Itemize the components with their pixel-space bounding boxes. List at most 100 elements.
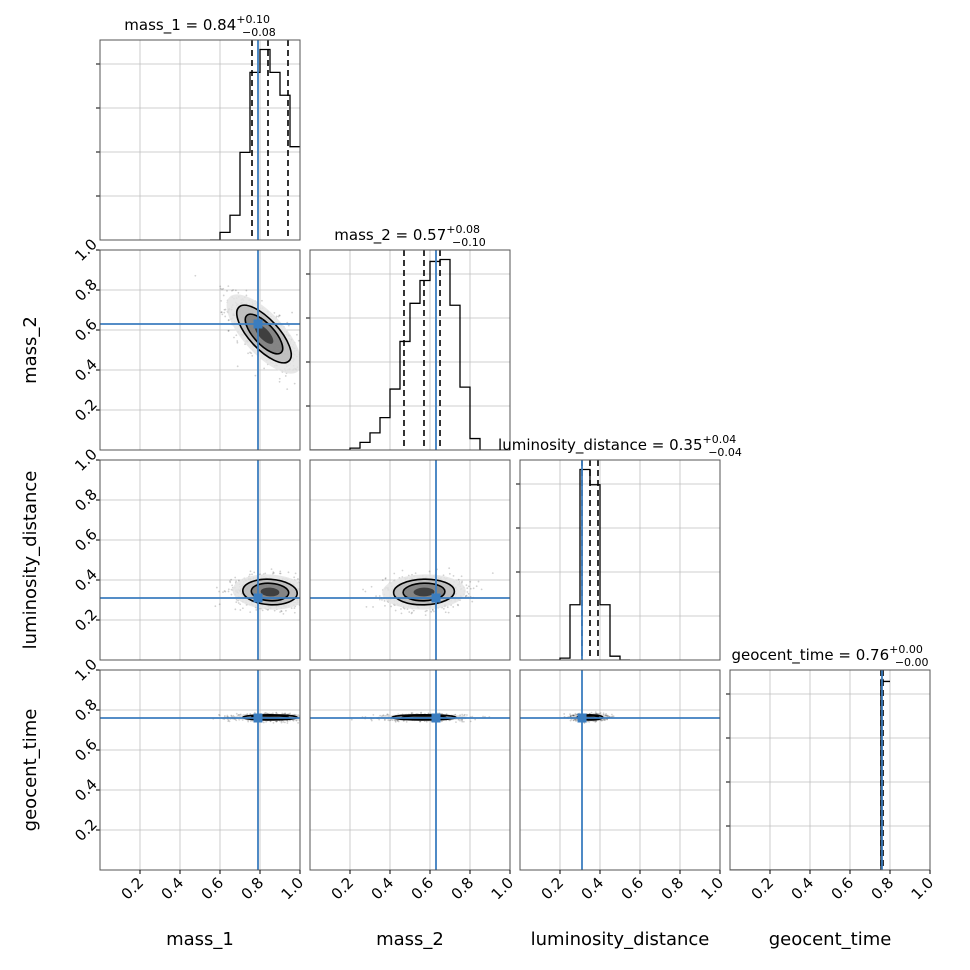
sample-point [282, 720, 285, 723]
sample-point [425, 609, 428, 612]
sample-point [230, 588, 233, 591]
sample-point [386, 713, 389, 715]
sample-point [271, 712, 274, 715]
sample-point [229, 581, 232, 584]
sample-point [467, 585, 470, 588]
sample-point [460, 718, 463, 721]
sample-point [230, 593, 233, 596]
sample-point [234, 608, 237, 611]
sample-point [452, 606, 455, 608]
sample-point [304, 367, 306, 369]
sample-point [594, 711, 597, 714]
sample-point [424, 610, 427, 613]
sample-point [261, 609, 264, 612]
sample-point [219, 285, 222, 288]
sample-point [218, 590, 220, 593]
panel-title: luminosity_distance = 0.35+0.04 −0.04 [498, 433, 742, 459]
sample-point [275, 712, 278, 715]
sample-point [302, 585, 304, 587]
sample-point [218, 714, 221, 717]
sample-point [231, 584, 234, 587]
sample-point [448, 572, 451, 575]
x-tick-label: 0.6 [408, 874, 438, 904]
sample-point [292, 719, 295, 722]
sample-point [286, 720, 289, 723]
y-tick-label: 0.8 [71, 275, 101, 305]
sample-point [411, 611, 413, 614]
sample-point [393, 572, 396, 575]
histogram-step [210, 48, 300, 240]
sample-point [412, 609, 415, 612]
density-contour [260, 587, 280, 597]
sample-point [294, 572, 297, 575]
sample-point [248, 573, 251, 576]
sample-point [231, 289, 233, 292]
sample-point [222, 591, 224, 594]
density-panel-mass_1-vs-luminosity_distance: 0.20.40.60.81.0 [71, 445, 314, 661]
sample-point [364, 590, 367, 593]
truth-marker [431, 593, 441, 603]
sample-point [405, 720, 408, 723]
sample-point [491, 572, 494, 575]
sample-point [247, 720, 250, 723]
sample-point [314, 355, 316, 357]
density-contour [413, 587, 435, 597]
sample-point [304, 597, 306, 599]
sample-point [279, 572, 282, 575]
sample-point [251, 354, 254, 357]
sample-point [293, 382, 296, 385]
sample-point [471, 715, 474, 718]
sample-point [237, 602, 240, 604]
title-minus: −0.04 [708, 446, 742, 459]
sample-point [291, 311, 293, 314]
sample-point [230, 714, 233, 717]
sample-point [312, 600, 314, 602]
x-tick-label: 0.6 [198, 874, 228, 904]
sample-point [401, 569, 404, 572]
sample-point [301, 358, 303, 360]
sample-point [220, 311, 223, 314]
x-tick-label: 0.8 [448, 874, 478, 904]
sample-point [460, 581, 463, 584]
sample-point [463, 714, 465, 717]
sample-point [275, 720, 278, 723]
sample-point [285, 609, 287, 612]
sample-point [433, 610, 435, 613]
sample-point [236, 365, 239, 368]
sample-point [442, 574, 445, 577]
sample-point [279, 611, 281, 613]
y-tick-label: 1.0 [71, 235, 101, 265]
sample-point [302, 582, 304, 584]
sample-point [227, 319, 230, 321]
sample-point [428, 570, 431, 573]
sample-point [223, 590, 226, 592]
sample-point [227, 285, 230, 288]
sample-point [280, 721, 283, 724]
sample-point [296, 333, 298, 336]
sample-point [235, 601, 238, 604]
sample-point [602, 712, 605, 715]
sample-point [286, 321, 289, 324]
sample-point [304, 713, 306, 715]
sample-point [419, 712, 422, 714]
sample-point [575, 720, 577, 723]
sample-point [370, 585, 373, 588]
sample-point [378, 598, 381, 601]
sample-point [383, 600, 386, 602]
sample-point [278, 314, 281, 317]
sample-point [605, 714, 607, 716]
sample-point [237, 714, 240, 716]
sample-point [232, 289, 234, 291]
sample-point [234, 576, 237, 579]
y-tick-label: 0.2 [71, 395, 101, 425]
y-tick-label: 0.4 [71, 565, 101, 595]
sample-point [455, 721, 457, 724]
sample-point [446, 606, 449, 609]
sample-point [237, 599, 240, 602]
sample-point [431, 609, 434, 612]
sample-point [420, 711, 423, 714]
sample-point [266, 609, 269, 611]
x-tick-label: 0.2 [118, 874, 148, 904]
truth-marker [431, 713, 441, 723]
x-tick-label: 0.4 [368, 874, 398, 904]
